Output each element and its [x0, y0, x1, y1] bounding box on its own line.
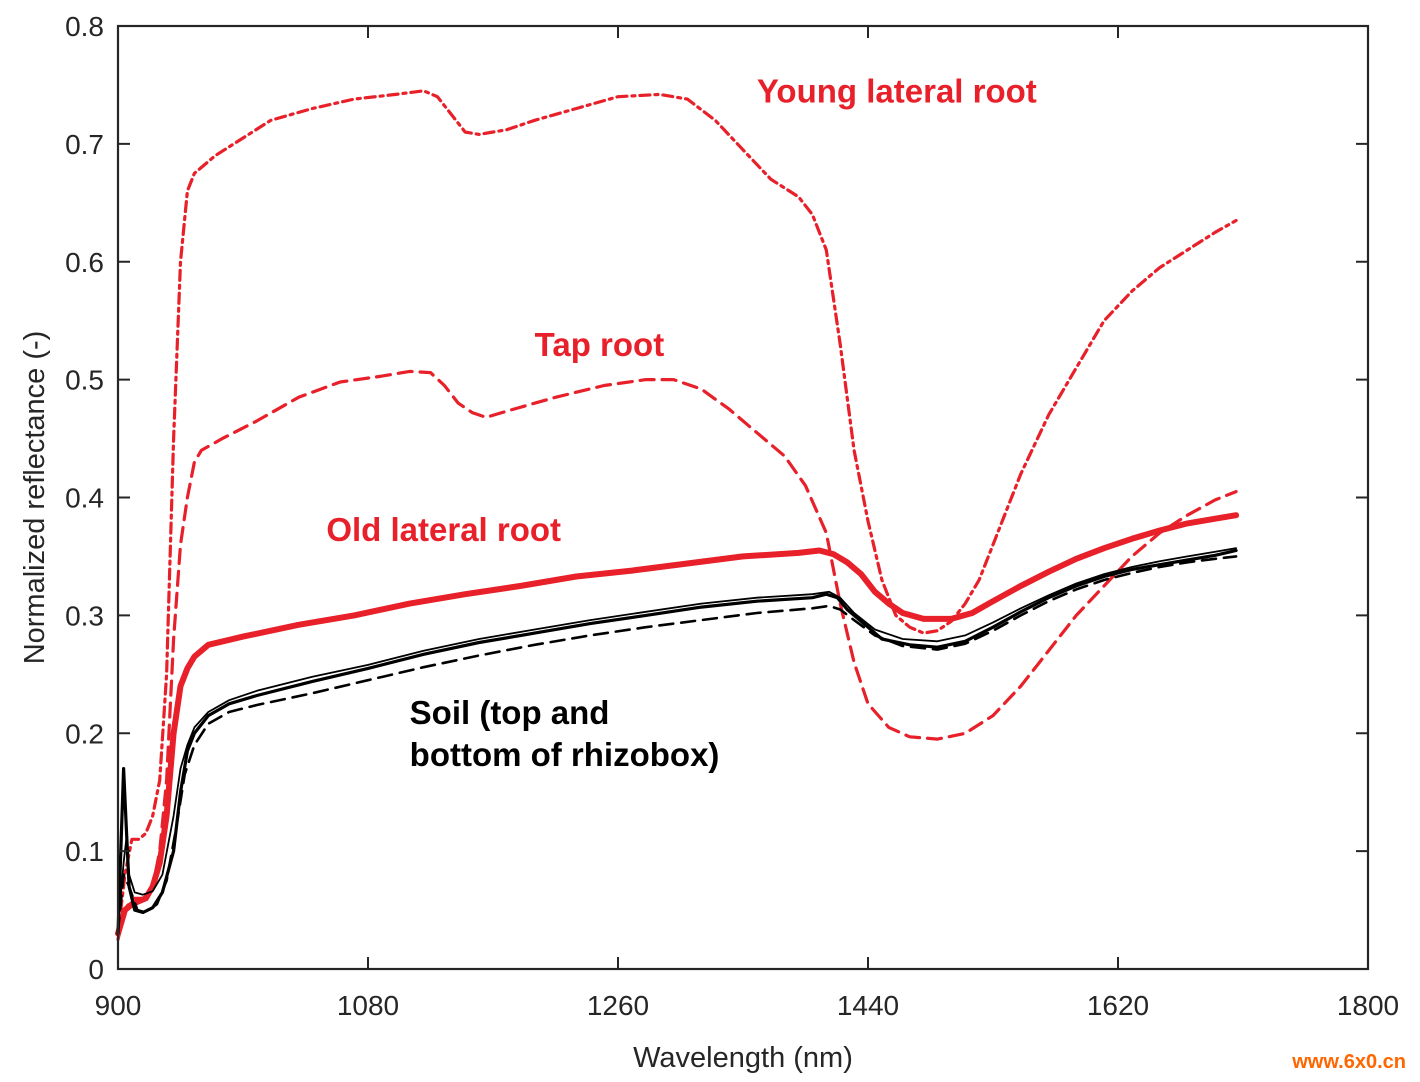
y-tick-label: 0.4 — [65, 483, 104, 514]
y-tick-label: 0.3 — [65, 600, 104, 631]
x-tick-label: 1080 — [337, 990, 399, 1021]
x-tick-label: 1440 — [837, 990, 899, 1021]
watermark: www.6x0.cn — [1292, 1051, 1406, 1073]
tick-layer: 900 1080 1260 1440 1620 1800 0 0.1 0.2 0.3 0.4 0.5 0… — [65, 11, 1399, 1021]
series-line-old — [115, 512, 1240, 937]
y-tick-label: 0.7 — [65, 129, 104, 160]
annotation-layer: Young lateral root Tap root Old lateral ro… — [326, 73, 1036, 773]
y-tick-label: 0.6 — [65, 247, 104, 278]
x-axis-title: Wavelength (nm) — [633, 1042, 853, 1074]
x-tick-label: 1260 — [587, 990, 649, 1021]
y-tick-label: 0.2 — [65, 718, 104, 749]
series-line-soil-top-2 — [117, 547, 1237, 929]
x-tick-label: 1800 — [1337, 990, 1399, 1021]
series-annotation: Tap root — [535, 326, 665, 363]
annotation-line: bottom of rhizobox) — [410, 736, 720, 773]
annotation-line: Tap root — [535, 326, 665, 363]
x-tick-label: 900 — [95, 990, 142, 1021]
plot-frame — [116, 24, 1370, 971]
series-annotation: Young lateral root — [757, 73, 1037, 110]
series-line-young — [116, 89, 1238, 936]
y-tick-label: 0.1 — [65, 836, 104, 867]
annotation-line: Young lateral root — [757, 73, 1037, 110]
y-tick-label: 0.5 — [65, 365, 104, 396]
series-layer — [115, 89, 1240, 942]
y-tick-label: 0.8 — [65, 11, 104, 42]
annotation-line: Old lateral root — [326, 511, 561, 548]
series-line-soil-bottom — [116, 555, 1238, 933]
annotation-line: Soil (top and — [410, 694, 610, 731]
series-annotation: Old lateral root — [326, 511, 561, 548]
x-tick-label: 1620 — [1087, 990, 1149, 1021]
y-axis-title: Normalized reflectance (-) — [19, 331, 51, 665]
y-tick-label: 0 — [88, 954, 104, 985]
series-annotation: Soil (top and bottom of rhizobox) — [410, 694, 720, 773]
series-line-tap — [116, 369, 1238, 942]
